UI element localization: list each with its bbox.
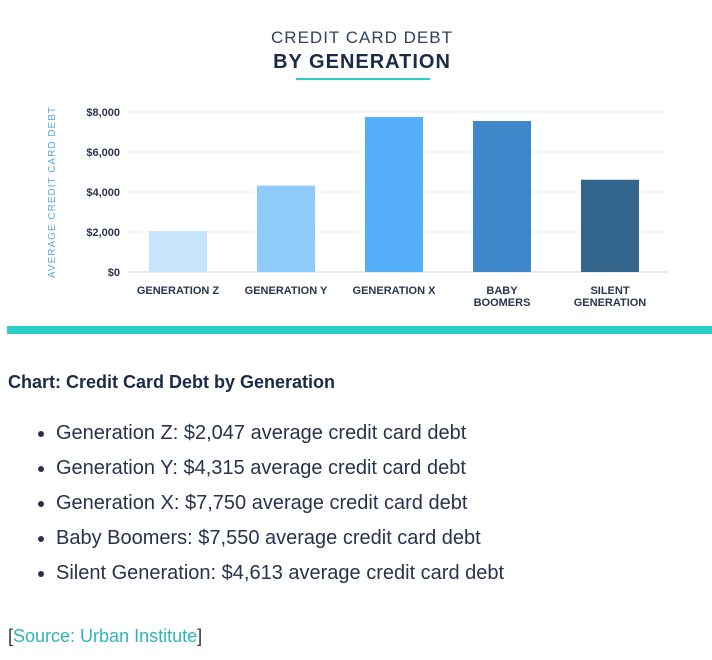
x-tick-labels: GENERATION Z GENERATION Y GENERATION X BABY…	[137, 285, 646, 309]
x-tick-label: GENERATION Z	[137, 285, 220, 297]
bar	[365, 117, 423, 272]
x-tick-label: BOOMERS	[474, 297, 531, 309]
x-tick-label: GENERATION	[574, 297, 647, 309]
x-tick-label: GENERATION Y	[245, 285, 328, 297]
y-tick-label: $8,000	[86, 107, 120, 119]
y-tick-label: $4,000	[86, 187, 120, 199]
source-citation: [Source: Urban Institute]	[8, 626, 202, 647]
list-item: Generation X: $7,750 average credit card…	[56, 486, 504, 521]
list-item: Generation Z: $2,047 average credit card…	[56, 416, 504, 451]
source-close-bracket: ]	[197, 626, 203, 646]
bar	[149, 231, 207, 272]
y-tick-label: $6,000	[86, 147, 120, 159]
chart-title: CREDIT CARD DEBT	[271, 28, 453, 47]
source-open-bracket: [	[8, 626, 14, 646]
grid-layer: $0 $2,000 $4,000 $6,000 $8,000	[86, 107, 668, 279]
chart-caption: Chart: Credit Card Debt by Generation	[8, 372, 336, 392]
list-item: Silent Generation: $4,613 average credit…	[56, 556, 504, 591]
x-tick-label: SILENT	[590, 285, 629, 297]
bar-layer	[149, 117, 639, 272]
chart-subtitle: BY GENERATION	[273, 51, 451, 73]
y-tick-label: $2,000	[86, 227, 120, 239]
chart-figure: CREDIT CARD DEBT BY GENERATION AVERAGE C…	[7, 28, 712, 334]
source-link[interactable]: Source: Urban Institute	[13, 626, 198, 646]
bar	[257, 185, 315, 272]
bottom-accent-bar	[7, 326, 712, 334]
summary-list: Generation Z: $2,047 average credit card…	[28, 416, 504, 591]
y-tick-label: $0	[108, 267, 120, 279]
bar	[473, 121, 531, 272]
y-axis-label: AVERAGE CREDIT CARD DEBT	[47, 106, 58, 278]
x-tick-label: GENERATION X	[353, 285, 437, 297]
bar	[581, 179, 639, 272]
list-item: Baby Boomers: $7,550 average credit card…	[56, 521, 504, 556]
list-item: Generation Y: $4,315 average credit card…	[56, 451, 504, 486]
x-tick-label: BABY	[486, 285, 518, 297]
